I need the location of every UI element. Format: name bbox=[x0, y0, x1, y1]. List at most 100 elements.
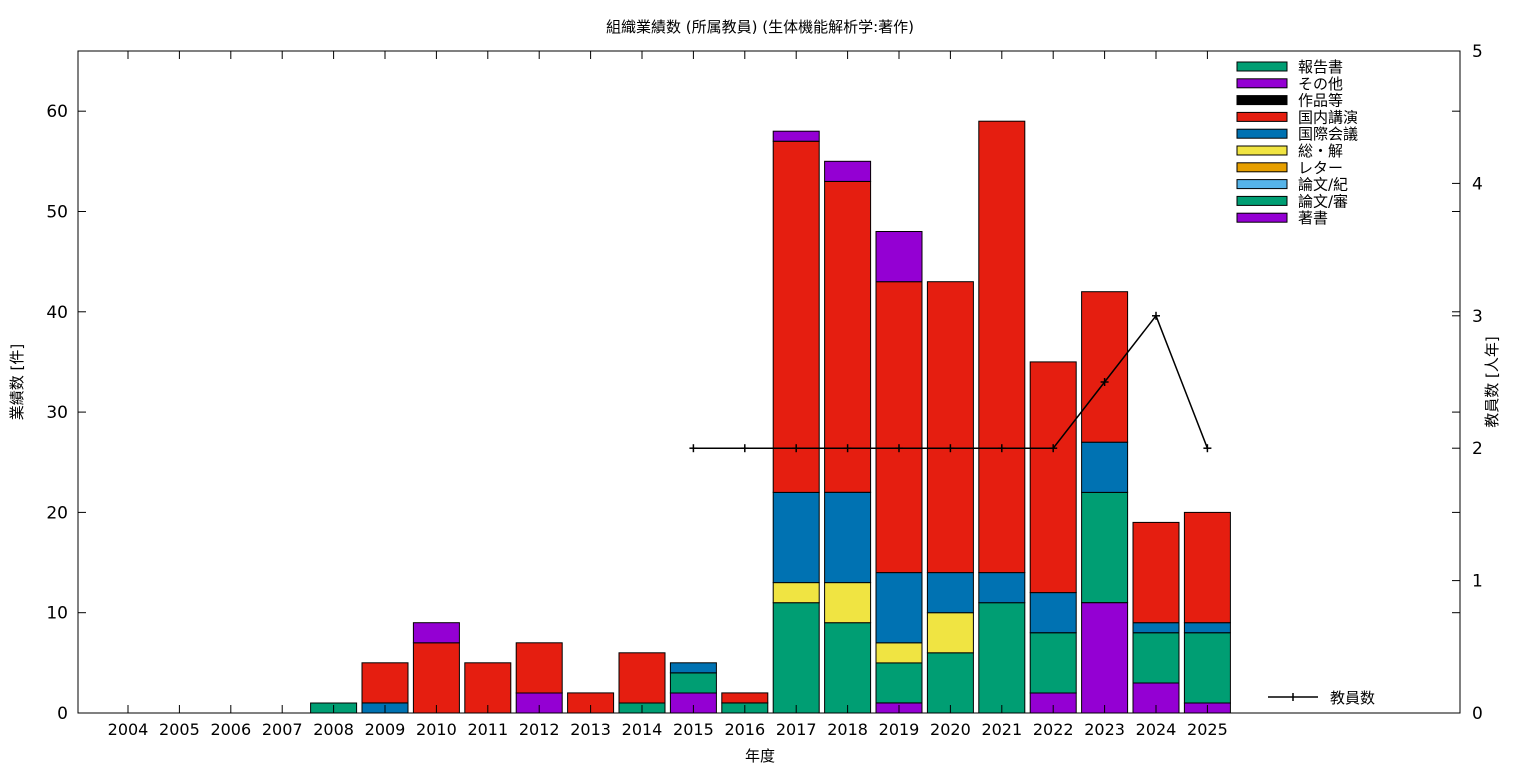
line-point-2019 bbox=[895, 444, 903, 453]
bar-segment-2018-6 bbox=[824, 180, 872, 493]
bar-segment-2018-4 bbox=[824, 582, 872, 624]
legend-label-teachers: 教員数 bbox=[1330, 689, 1375, 707]
bar-segment-2009-6 bbox=[361, 662, 409, 704]
bar-segment-2025-6 bbox=[1183, 511, 1231, 624]
bar-segment-2021-1 bbox=[978, 602, 1026, 714]
x-tick-label: 2008 bbox=[313, 720, 354, 739]
y-tick-label: 0 bbox=[57, 704, 68, 724]
legend-label-4: 総・解 bbox=[1298, 142, 1343, 160]
bar-segment-2024-1 bbox=[1132, 632, 1180, 684]
legend-swatch-4 bbox=[1236, 145, 1288, 156]
x-tick-label: 2025 bbox=[1187, 720, 1228, 739]
bar-segment-2022-1 bbox=[1029, 632, 1077, 694]
legend-label-5: 国際会議 bbox=[1298, 125, 1358, 143]
bar-segment-2018-8 bbox=[824, 160, 872, 182]
bar-segment-2021-6 bbox=[978, 120, 1026, 574]
line-point-2020 bbox=[946, 444, 955, 453]
line-point-2017 bbox=[792, 444, 801, 453]
legend-label-7: 作品等 bbox=[1298, 92, 1343, 110]
y-axis-label: 業績数 [件] bbox=[8, 344, 26, 420]
legend-swatch-0 bbox=[1236, 212, 1288, 223]
bar-segment-2019-8 bbox=[875, 231, 923, 283]
bar-segment-2010-6 bbox=[412, 642, 460, 714]
bar-segment-2020-4 bbox=[926, 612, 974, 654]
bar-segment-2017-8 bbox=[772, 130, 820, 142]
line-layer bbox=[689, 311, 1212, 453]
bar-segment-2016-6 bbox=[721, 692, 769, 704]
x-tick-label: 2020 bbox=[930, 720, 971, 739]
bars-layer bbox=[310, 120, 1231, 714]
bar-segment-2025-1 bbox=[1183, 632, 1231, 704]
x-tick-label: 2021 bbox=[981, 720, 1022, 739]
bar-segment-2018-1 bbox=[824, 622, 872, 714]
bar-segment-2021-5 bbox=[978, 572, 1026, 604]
bar-segment-2019-6 bbox=[875, 281, 923, 574]
x-tick-label: 2019 bbox=[879, 720, 920, 739]
legend-label-8: その他 bbox=[1298, 75, 1343, 93]
legend-swatch-8 bbox=[1236, 78, 1288, 89]
bar-segment-2017-1 bbox=[772, 602, 820, 714]
bar-segment-2015-5 bbox=[669, 662, 717, 674]
legend-swatch-6 bbox=[1236, 111, 1288, 122]
bar-segment-2020-6 bbox=[926, 281, 974, 574]
y-tick-label: 40 bbox=[46, 303, 68, 323]
bar-segment-2022-6 bbox=[1029, 361, 1077, 594]
y2-tick-label: 4 bbox=[1472, 174, 1483, 194]
bar-segment-2015-1 bbox=[669, 672, 717, 694]
legend-swatch-1 bbox=[1236, 195, 1288, 206]
x-tick-label: 2007 bbox=[262, 720, 303, 739]
legend-swatch-9 bbox=[1236, 61, 1288, 72]
y2-tick-label: 5 bbox=[1472, 42, 1483, 62]
x-tick-label: 2012 bbox=[519, 720, 560, 739]
legend-label-2: 論文/紀 bbox=[1298, 176, 1348, 194]
legend-swatch-2 bbox=[1236, 179, 1288, 190]
bar-segment-2023-6 bbox=[1081, 291, 1129, 443]
x-tick-label: 2018 bbox=[827, 720, 868, 739]
bar-segment-2024-5 bbox=[1132, 622, 1180, 634]
bar-segment-2018-5 bbox=[824, 491, 872, 584]
y-tick-label: 20 bbox=[46, 503, 68, 523]
legend-swatch-7 bbox=[1236, 95, 1288, 106]
line-point-2025 bbox=[1203, 444, 1212, 453]
bar-segment-2014-6 bbox=[618, 652, 666, 704]
bar-segment-2025-5 bbox=[1183, 622, 1231, 634]
x-tick-label: 2004 bbox=[108, 720, 149, 739]
bar-segment-2023-1 bbox=[1081, 491, 1129, 604]
x-tick-label: 2010 bbox=[416, 720, 457, 739]
x-tick-label: 2022 bbox=[1033, 720, 1074, 739]
bar-segment-2023-5 bbox=[1081, 441, 1129, 493]
x-tick-label: 2013 bbox=[570, 720, 611, 739]
y2-axis-label: 教員数 [人年] bbox=[1483, 336, 1501, 427]
bar-segment-2023-0 bbox=[1081, 602, 1129, 714]
bar-segment-2020-5 bbox=[926, 572, 974, 614]
x-tick-label: 2009 bbox=[365, 720, 406, 739]
x-axis-label: 年度 bbox=[745, 747, 775, 765]
x-tick-label: 2014 bbox=[622, 720, 663, 739]
bar-segment-2010-8 bbox=[412, 622, 460, 644]
line-point-2018 bbox=[843, 444, 852, 453]
line-point-2022 bbox=[1049, 444, 1058, 453]
x-tick-label: 2024 bbox=[1136, 720, 1177, 739]
y2-tick-label: 0 bbox=[1472, 704, 1483, 724]
line-point-2015 bbox=[689, 444, 698, 453]
line-point-2024 bbox=[1152, 311, 1160, 320]
y-tick-label: 30 bbox=[46, 403, 68, 423]
line-point-2016 bbox=[740, 444, 749, 453]
legend-label-1: 論文/審 bbox=[1298, 192, 1348, 210]
y-tick-label: 50 bbox=[46, 202, 68, 222]
plot-frame bbox=[77, 50, 1461, 714]
legend-label-0: 著書 bbox=[1298, 209, 1328, 227]
x-tick-label: 2005 bbox=[159, 720, 200, 739]
x-tick-label: 2023 bbox=[1084, 720, 1125, 739]
bar-segment-2012-6 bbox=[515, 642, 563, 694]
x-tick-label: 2011 bbox=[467, 720, 508, 739]
x-tick-label: 2016 bbox=[724, 720, 765, 739]
y2-tick-label: 1 bbox=[1472, 572, 1483, 592]
bar-segment-2024-6 bbox=[1132, 521, 1180, 624]
legend-swatch-3 bbox=[1236, 162, 1288, 173]
y-tick-label: 10 bbox=[46, 604, 68, 624]
x-tick-label: 2006 bbox=[210, 720, 251, 739]
y-tick-label: 60 bbox=[46, 102, 68, 122]
